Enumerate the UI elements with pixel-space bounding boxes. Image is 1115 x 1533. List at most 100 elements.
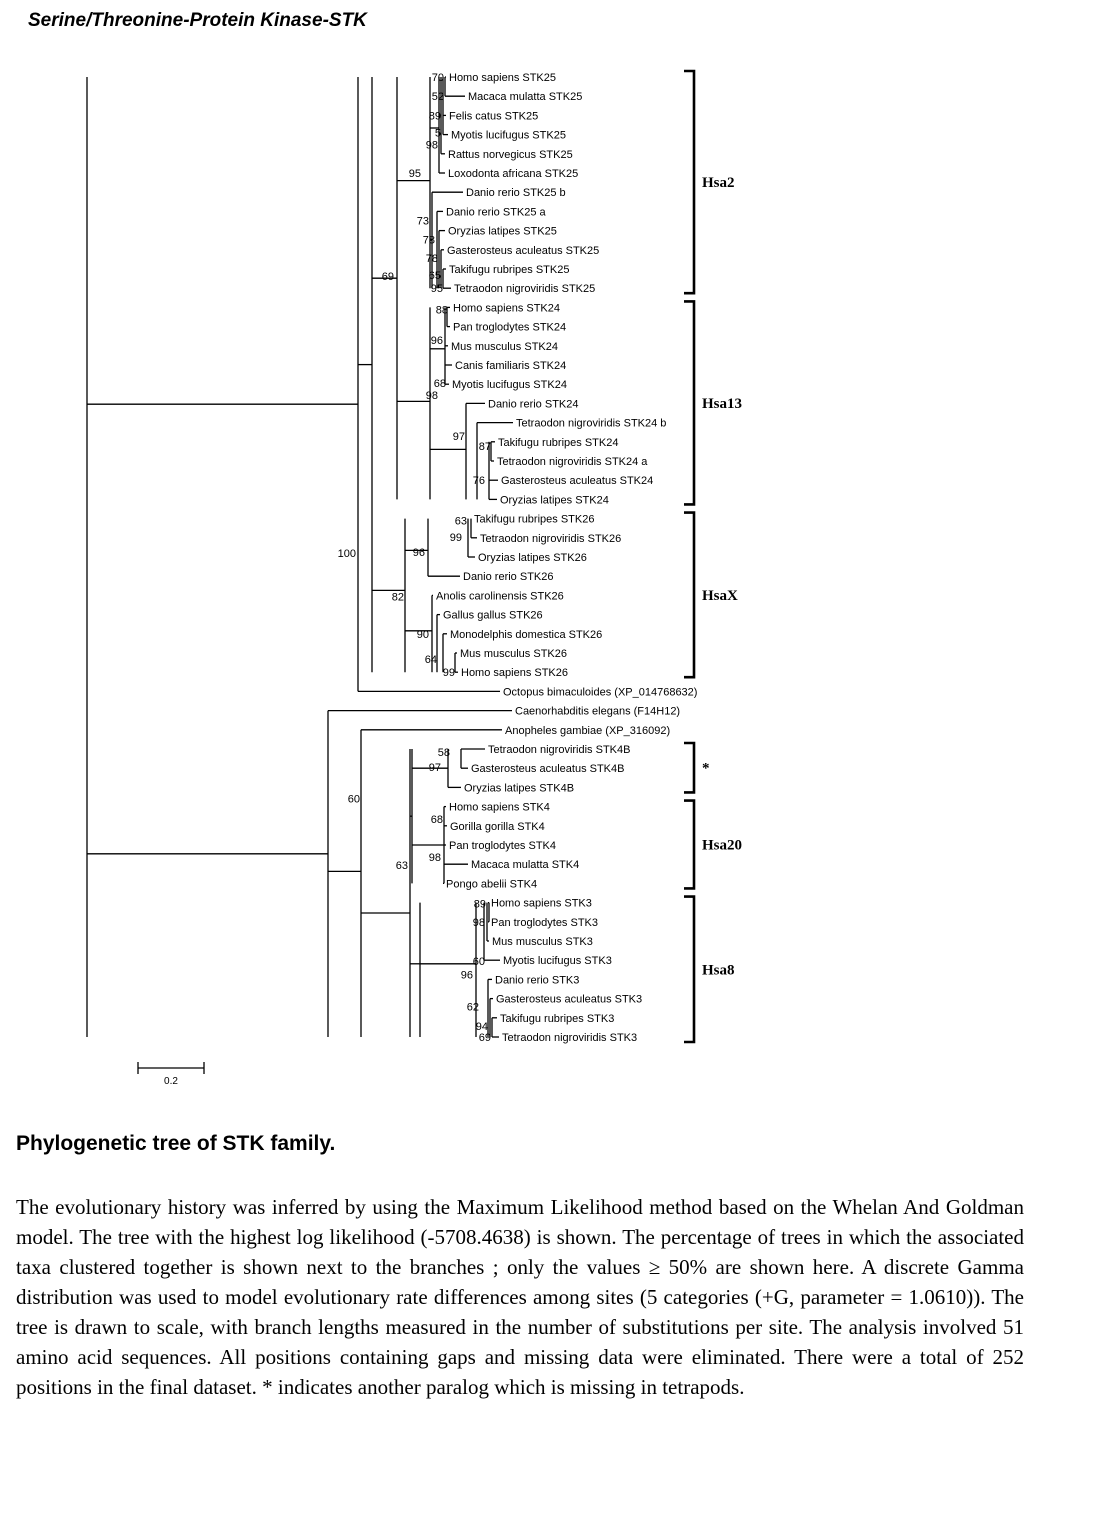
bootstrap-value: 98 xyxy=(473,917,485,929)
figure-caption: The evolutionary history was inferred by… xyxy=(16,1195,1024,1399)
taxon-label: Gallus gallus STK26 xyxy=(443,610,543,622)
taxon-label: Gasterosteus aculeatus STK3 xyxy=(496,994,642,1006)
group-label: Hsa13 xyxy=(702,396,742,412)
bootstrap-value: 69 xyxy=(382,271,394,283)
taxon-label: Gasterosteus aculeatus STK25 xyxy=(447,245,599,257)
group-label: Hsa20 xyxy=(702,838,742,854)
taxon-label: Homo sapiens STK4 xyxy=(449,802,550,814)
taxon-label: Octopus bimaculoides (XP_014768632) xyxy=(503,686,697,698)
group-label: Hsa8 xyxy=(702,962,735,978)
bootstrap-value: 64 xyxy=(425,654,437,666)
taxon-label: Mus musculus STK24 xyxy=(451,341,558,353)
taxon-label: Myotis lucifugus STK24 xyxy=(452,379,567,391)
bootstrap-value: 89 xyxy=(429,110,441,122)
bootstrap-value: 62 xyxy=(467,1002,479,1014)
bootstrap-value: 76 xyxy=(473,475,485,487)
bootstrap-value: 82 xyxy=(392,591,404,603)
bootstrap-value: 90 xyxy=(417,629,429,641)
bootstrap-value: 87 xyxy=(479,441,491,453)
group-bracket xyxy=(684,799,696,890)
taxon-label: Takifugu rubripes STK24 xyxy=(498,437,618,449)
group-bracket xyxy=(684,69,696,295)
taxon-label: Gorilla gorilla STK4 xyxy=(450,821,545,833)
bootstrap-value: 60 xyxy=(348,794,360,806)
taxon-label: Takifugu rubripes STK3 xyxy=(500,1013,614,1025)
taxon-label: Anopheles gambiae (XP_316092) xyxy=(505,725,670,737)
bootstrap-value: 70 xyxy=(432,72,444,84)
taxon-label: Takifugu rubripes STK26 xyxy=(474,514,594,526)
bootstrap-value: 99 xyxy=(450,532,462,544)
bootstrap-value: 99 xyxy=(443,667,455,679)
taxon-label: Danio rerio STK25 b xyxy=(466,187,566,199)
taxon-label: Gasterosteus aculeatus STK24 xyxy=(501,475,653,487)
bootstrap-value: 98 xyxy=(429,852,441,864)
bootstrap-value: 69 xyxy=(479,1032,491,1044)
page-title: Serine/Threonine-Protein Kinase-STK xyxy=(28,10,367,31)
taxon-label: Pan troglodytes STK3 xyxy=(491,917,598,929)
taxon-label: Oryzias latipes STK4B xyxy=(464,782,574,794)
bootstrap-value: 96 xyxy=(461,969,473,981)
bootstrap-value: 68 xyxy=(431,814,443,826)
bootstrap-value: 52 xyxy=(432,91,444,103)
taxon-label: Monodelphis domestica STK26 xyxy=(450,629,602,641)
bootstrap-value: 78 xyxy=(426,253,438,265)
taxon-label: Tetraodon nigroviridis STK26 xyxy=(480,533,621,545)
taxon-label: Tetraodon nigroviridis STK4B xyxy=(488,744,630,756)
group-label: HsaX xyxy=(702,588,738,604)
bootstrap-value: 73 xyxy=(417,215,429,227)
taxon-label: Homo sapiens STK24 xyxy=(453,302,560,314)
bootstrap-value: 63 xyxy=(455,516,467,528)
taxon-label: Anolis carolinensis STK26 xyxy=(436,590,564,602)
bootstrap-value: 95 xyxy=(409,168,421,180)
bootstrap-value: 65 xyxy=(429,270,441,282)
group-bracket xyxy=(684,741,696,794)
figure-title: Phylogenetic tree of STK family. xyxy=(16,1132,336,1155)
taxon-label: Myotis lucifugus STK25 xyxy=(451,130,566,142)
bootstrap-value: 78 xyxy=(423,235,435,247)
taxon-label: Rattus norvegicus STK25 xyxy=(448,149,573,161)
taxon-label: Mus musculus STK3 xyxy=(492,936,593,948)
taxon-label: Tetraodon nigroviridis STK24 b xyxy=(516,418,666,430)
taxon-label: Danio rerio STK3 xyxy=(495,974,579,986)
bootstrap-value: 98 xyxy=(426,140,438,152)
bootstrap-value: 98 xyxy=(426,390,438,402)
taxon-label: Pan troglodytes STK4 xyxy=(449,840,556,852)
bootstrap-value: 95 xyxy=(431,283,443,295)
taxon-label: Homo sapiens STK26 xyxy=(461,667,568,679)
bootstrap-value: 63 xyxy=(396,860,408,872)
bootstrap-value: 97 xyxy=(429,762,441,774)
taxon-label: Oryzias latipes STK26 xyxy=(478,552,587,564)
taxon-label: Loxodonta africana STK25 xyxy=(448,168,578,180)
taxon-label: Danio rerio STK25 a xyxy=(446,206,547,218)
taxon-label: Canis familiaris STK24 xyxy=(455,360,566,372)
taxon-label: Pongo abelii STK4 xyxy=(446,878,537,890)
bootstrap-value: 60 xyxy=(473,956,485,968)
bootstrap-value: 88 xyxy=(436,304,448,316)
group-label: Hsa2 xyxy=(702,175,735,191)
taxon-label: Tetraodon nigroviridis STK24 a xyxy=(497,456,648,468)
taxon-label: Mus musculus STK26 xyxy=(460,648,567,660)
taxon-label: Macaca mulatta STK4 xyxy=(471,859,579,871)
bootstrap-value: 94 xyxy=(476,1021,488,1033)
taxon-label: Danio rerio STK24 xyxy=(488,398,579,410)
taxon-label: Oryzias latipes STK25 xyxy=(448,226,557,238)
taxon-label: Homo sapiens STK3 xyxy=(491,898,592,910)
group-label: * xyxy=(702,761,710,777)
bootstrap-value: 96 xyxy=(413,547,425,559)
group-bracket xyxy=(684,895,696,1044)
group-bracket xyxy=(684,300,696,506)
bootstrap-value: 58 xyxy=(438,747,450,759)
taxon-label: Takifugu rubripes STK25 xyxy=(449,264,569,276)
bootstrap-value: 97 xyxy=(453,431,465,443)
bootstrap-value: 100 xyxy=(338,548,356,560)
taxon-label: Tetraodon nigroviridis STK25 xyxy=(454,283,595,295)
taxon-label: Homo sapiens STK25 xyxy=(449,72,556,84)
taxon-label: Pan troglodytes STK24 xyxy=(453,322,566,334)
taxon-label: Caenorhabditis elegans (F14H12) xyxy=(515,706,680,718)
taxon-label: Gasterosteus aculeatus STK4B xyxy=(471,763,624,775)
taxon-label: Felis catus STK25 xyxy=(449,110,538,122)
bootstrap-value: 89 xyxy=(474,899,486,911)
phylogenetic-tree: Homo sapiens STK25 Macaca mulatta STK25 Fe… xyxy=(86,69,742,1087)
taxon-label: Macaca mulatta STK25 xyxy=(468,91,582,103)
taxon-label: Oryzias latipes STK24 xyxy=(500,494,609,506)
